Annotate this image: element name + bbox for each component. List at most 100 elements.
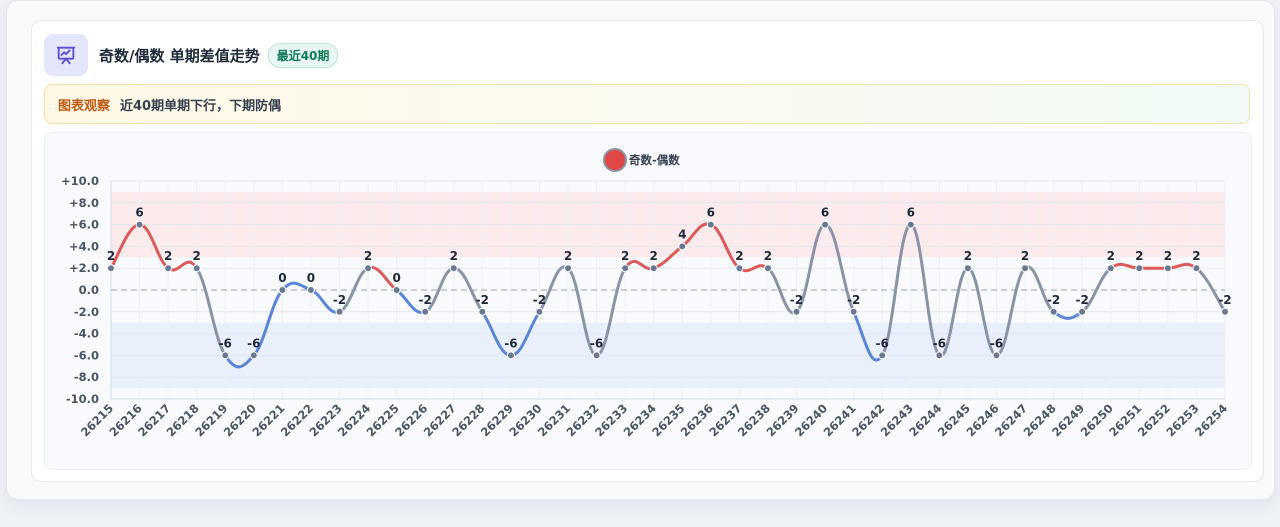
chart-card: 奇数/偶数 单期差值走势 最近40期 图表观察 近40期单期下行，下期防偶 +1… bbox=[31, 20, 1264, 482]
data-label: -2 bbox=[1218, 293, 1231, 307]
data-point bbox=[1221, 307, 1229, 316]
series-line-segment bbox=[1052, 310, 1084, 320]
data-label: 2 bbox=[1107, 249, 1115, 263]
legend-marker bbox=[603, 148, 627, 172]
presentation-chart-icon bbox=[44, 34, 88, 76]
period-badge: 最近40期 bbox=[267, 42, 339, 68]
data-label: -2 bbox=[847, 293, 860, 307]
data-point bbox=[906, 220, 915, 229]
data-label: 2 bbox=[564, 249, 572, 263]
data-label: -2 bbox=[419, 293, 432, 307]
data-point bbox=[249, 351, 258, 360]
data-label: 6 bbox=[135, 206, 143, 220]
data-point bbox=[1163, 264, 1172, 273]
data-point bbox=[306, 286, 315, 294]
data-point bbox=[678, 242, 687, 251]
y-tick-label: -4.0 bbox=[74, 327, 99, 341]
data-point bbox=[278, 286, 287, 294]
data-label: -6 bbox=[990, 336, 1003, 350]
series-line-segment bbox=[795, 223, 827, 314]
data-label: -2 bbox=[790, 293, 803, 307]
data-point bbox=[135, 220, 144, 229]
data-point bbox=[535, 307, 544, 316]
y-tick-label: +6.0 bbox=[69, 218, 99, 232]
data-point bbox=[478, 307, 487, 316]
data-point bbox=[621, 264, 630, 273]
series-line-segment bbox=[909, 223, 941, 357]
data-label: 2 bbox=[364, 249, 372, 263]
data-point bbox=[1078, 307, 1087, 316]
data-point bbox=[107, 264, 115, 273]
series-line-segment bbox=[252, 288, 284, 357]
data-point bbox=[1192, 264, 1201, 273]
series-line-segment bbox=[1166, 262, 1198, 270]
series-line-segment bbox=[823, 223, 856, 314]
y-tick-label: +8.0 bbox=[69, 196, 99, 210]
insight-banner: 图表观察 近40期单期下行，下期防偶 bbox=[44, 84, 1250, 124]
chart-title: 奇数/偶数 单期差值走势 bbox=[99, 46, 260, 65]
data-label: 4 bbox=[678, 227, 686, 241]
data-label: 6 bbox=[821, 206, 829, 220]
data-label: 2 bbox=[1192, 249, 1200, 263]
data-point bbox=[335, 307, 344, 316]
data-point bbox=[878, 351, 887, 360]
data-point bbox=[735, 264, 744, 273]
insight-label: 图表观察 bbox=[58, 98, 111, 114]
data-point bbox=[1106, 264, 1115, 273]
data-label: -2 bbox=[533, 293, 546, 307]
series-line-segment bbox=[166, 260, 199, 272]
series-line-segment bbox=[195, 266, 227, 357]
data-label: -6 bbox=[933, 336, 946, 350]
data-point bbox=[1049, 307, 1058, 316]
data-label: -6 bbox=[590, 336, 603, 350]
data-point bbox=[763, 264, 772, 273]
data-point bbox=[506, 351, 515, 360]
line-chart: +10.0 +8.0 +6.0 +4.0 +2.0 0.0 -2.0 -4.0 -6.0 -8.0… bbox=[61, 148, 1232, 439]
data-label: 2 bbox=[1021, 249, 1029, 263]
card-header: 奇数/偶数 单期差值走势 最近40期 bbox=[44, 33, 339, 77]
data-label: 2 bbox=[764, 249, 772, 263]
data-label: 2 bbox=[964, 249, 972, 263]
data-point bbox=[1135, 264, 1144, 273]
data-point bbox=[221, 351, 230, 360]
data-label: -6 bbox=[219, 336, 232, 350]
data-label: 2 bbox=[621, 249, 629, 263]
series-line-segment bbox=[223, 353, 256, 369]
data-label: -2 bbox=[476, 293, 489, 307]
data-label: -2 bbox=[1076, 293, 1089, 307]
data-label: 2 bbox=[1164, 249, 1172, 263]
x-tick-label: 26254 bbox=[1192, 401, 1230, 439]
data-point bbox=[649, 264, 658, 273]
y-tick-label: 0.0 bbox=[79, 283, 99, 297]
chart-area: +10.0 +8.0 +6.0 +4.0 +2.0 0.0 -2.0 -4.0 -6.0 -8.0… bbox=[44, 132, 1252, 470]
data-label: -2 bbox=[333, 293, 346, 307]
data-point bbox=[963, 264, 972, 273]
y-tick-label: +2.0 bbox=[69, 261, 99, 275]
data-point bbox=[449, 264, 458, 273]
series-line-segment bbox=[595, 266, 627, 357]
data-label: 0 bbox=[392, 271, 400, 285]
data-point bbox=[1021, 264, 1030, 273]
series-line-segment bbox=[994, 266, 1027, 357]
y-tick-label: +10.0 bbox=[61, 174, 99, 188]
data-point bbox=[592, 351, 601, 360]
insight-text: 近40期单期下行，下期防偶 bbox=[120, 98, 282, 114]
data-label: 2 bbox=[650, 249, 658, 263]
y-tick-label: -8.0 bbox=[74, 370, 99, 384]
data-point bbox=[421, 307, 430, 316]
data-label: 6 bbox=[707, 206, 715, 220]
y-tick-label: -10.0 bbox=[66, 392, 99, 406]
data-point bbox=[849, 307, 858, 316]
data-label: 2 bbox=[193, 249, 201, 263]
data-point bbox=[792, 307, 801, 316]
data-point bbox=[706, 220, 715, 229]
y-tick-label: -6.0 bbox=[74, 348, 99, 362]
data-label: -2 bbox=[1047, 293, 1060, 307]
data-point bbox=[192, 264, 201, 273]
data-point bbox=[364, 264, 373, 273]
series-line-segment bbox=[880, 223, 913, 357]
data-point bbox=[564, 264, 573, 273]
data-label: 0 bbox=[278, 271, 286, 285]
series-line-segment bbox=[852, 310, 884, 362]
data-label: 2 bbox=[450, 249, 458, 263]
